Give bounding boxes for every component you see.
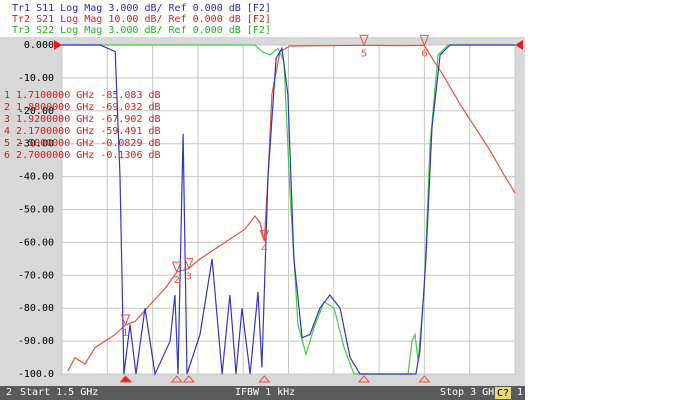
marker xyxy=(259,230,270,243)
y-tick-label: -30.00 xyxy=(18,139,54,150)
marker-axis xyxy=(170,375,183,383)
marker-label: 6 xyxy=(421,48,427,59)
marker-label: 4 xyxy=(261,244,267,255)
y-tick-label: -40.00 xyxy=(18,172,54,183)
marker-axis xyxy=(182,375,195,383)
y-tick-label: 0.000 xyxy=(24,40,54,51)
channel: 2 xyxy=(6,387,12,398)
marker-axis xyxy=(418,375,431,383)
marker-row: 6 2.7000000 GHz -0.1306 dB xyxy=(4,150,161,161)
marker xyxy=(419,34,430,47)
cal-box xyxy=(495,387,511,399)
marker-label: 1 xyxy=(122,328,128,339)
trace xyxy=(62,44,515,377)
y-tick-label: -50.00 xyxy=(18,205,54,216)
ifbw-label: IFBW 1 kHz xyxy=(235,387,295,398)
index-label: 1 xyxy=(517,387,523,398)
y-tick-label: -60.00 xyxy=(18,237,54,248)
ref-right xyxy=(515,40,523,50)
y-tick-label: -90.00 xyxy=(18,336,54,347)
marker-row: 1 1.7100000 GHz -85.083 dB xyxy=(4,90,161,101)
status-bar xyxy=(0,386,525,400)
trace-header: Tr1 S11 Log Mag 3.000 dB/ Ref 0.000 dB [… xyxy=(12,3,271,14)
start-label: Start 1.5 GHz xyxy=(20,387,98,398)
y-tick-label: -70.00 xyxy=(18,270,54,281)
marker xyxy=(184,257,194,270)
marker xyxy=(120,314,131,327)
marker-label: 2 xyxy=(174,275,180,286)
trace xyxy=(67,44,516,371)
trace-header: Tr2 S21 Log Mag 10.00 dB/ Ref 0.000 dB [… xyxy=(12,14,271,25)
ref-left xyxy=(54,40,62,50)
marker-row: 4 2.1700000 GHz -59.491 dB xyxy=(4,126,161,137)
y-tick-label: -20.00 xyxy=(18,106,54,117)
y-tick-label: -100.0 xyxy=(18,369,54,380)
cal-label: C? xyxy=(497,388,509,399)
marker-axis xyxy=(357,375,371,383)
header-area xyxy=(0,0,525,37)
marker-label: 3 xyxy=(186,271,192,282)
marker-row: 3 1.9200000 GHz -67.902 dB xyxy=(4,114,161,125)
marker-row: 2 1.8800000 GHz -69.032 dB xyxy=(4,102,161,113)
trace-header: Tr3 S22 Log Mag 3.000 dB/ Ref 0.000 dB [… xyxy=(12,25,271,36)
marker-axis xyxy=(119,375,132,383)
marker xyxy=(172,261,182,274)
marker-row: 5 2.5000000 GHz -0.0829 dB xyxy=(4,138,161,149)
marker xyxy=(359,34,369,47)
stop-label: Stop 3 GHz xyxy=(440,387,500,398)
y-tick-label: -10.00 xyxy=(18,73,54,84)
marker-axis xyxy=(258,375,271,383)
y-tick-label: -80.00 xyxy=(18,303,54,314)
marker-label: 5 xyxy=(361,48,367,59)
